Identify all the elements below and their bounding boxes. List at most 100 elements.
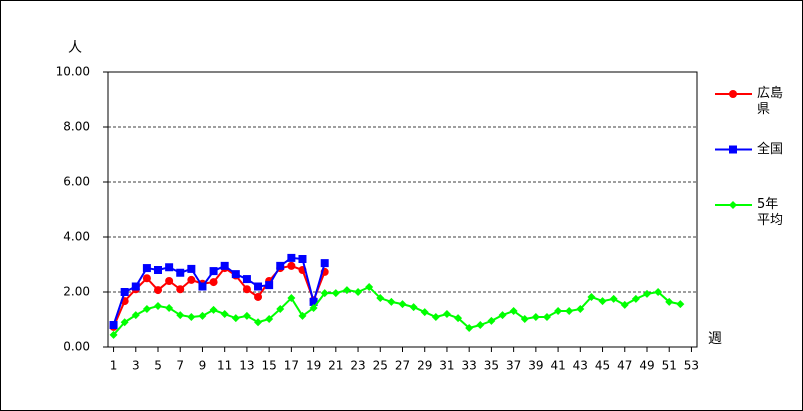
legend-label: 5年平均 [757, 197, 784, 228]
x-tick-label: 5 [154, 359, 162, 373]
marker [276, 261, 285, 270]
x-tick-label: 35 [484, 359, 499, 373]
marker [729, 145, 737, 154]
marker [487, 316, 496, 325]
marker [454, 314, 463, 323]
marker [154, 266, 163, 274]
x-tick-label: 17 [284, 359, 299, 373]
marker [431, 313, 440, 322]
y-tick-label: 10.00 [56, 65, 90, 79]
x-tick-label: 11 [217, 359, 232, 373]
marker [298, 311, 307, 320]
x-tick-label: 53 [684, 359, 699, 373]
y-tick-label: 8.00 [63, 120, 90, 134]
x-tick-label: 23 [350, 359, 365, 373]
x-tick-label: 19 [306, 359, 321, 373]
marker [187, 264, 196, 273]
x-tick-label: 39 [528, 359, 543, 373]
marker [642, 289, 651, 298]
marker [242, 275, 251, 284]
marker [554, 306, 563, 315]
marker [276, 305, 285, 314]
y-tick-label: 2.00 [63, 285, 90, 299]
x-tick-label: 51 [662, 359, 677, 373]
marker [665, 297, 674, 306]
marker [165, 303, 174, 312]
x-tick-label: 47 [617, 359, 632, 373]
x-tick-label: 13 [239, 359, 254, 373]
marker [165, 263, 174, 272]
marker [509, 306, 518, 315]
marker [387, 297, 396, 306]
marker [565, 306, 574, 315]
marker [476, 321, 485, 329]
marker [176, 268, 185, 277]
marker [531, 313, 540, 322]
marker [631, 294, 640, 303]
marker [542, 313, 551, 322]
marker [154, 286, 163, 295]
x-tick-label: 49 [639, 359, 654, 373]
marker [576, 305, 585, 314]
marker [220, 310, 229, 318]
marker [398, 300, 407, 309]
x-tick-label: 3 [132, 359, 140, 373]
marker [331, 289, 340, 298]
marker [198, 282, 207, 291]
marker [287, 261, 296, 270]
x-tick-label: 29 [417, 359, 432, 373]
marker [165, 277, 174, 285]
marker [587, 292, 596, 301]
marker [242, 311, 251, 320]
marker [409, 303, 418, 312]
marker [609, 294, 618, 303]
marker [176, 311, 185, 320]
marker [309, 303, 318, 312]
marker [498, 311, 507, 320]
marker [376, 294, 385, 303]
marker [231, 270, 240, 279]
marker [342, 286, 351, 295]
marker [420, 308, 429, 317]
marker [176, 285, 185, 294]
marker [120, 318, 129, 327]
marker [309, 297, 318, 306]
marker [729, 90, 737, 98]
series-line [112, 285, 681, 336]
x-tick-label: 37 [506, 359, 521, 373]
marker [620, 300, 629, 309]
marker [209, 305, 218, 314]
marker [231, 314, 240, 323]
x-axis-label: 週 [708, 331, 722, 347]
y-tick-label: 0.00 [63, 340, 90, 354]
marker [254, 292, 263, 301]
x-tick-label: 25 [373, 359, 388, 373]
marker [198, 311, 207, 320]
marker [120, 288, 129, 296]
marker [142, 264, 151, 273]
marker [320, 289, 329, 298]
x-tick-label: 31 [439, 359, 454, 373]
x-tick-label: 45 [595, 359, 610, 373]
marker [520, 314, 529, 323]
marker [354, 288, 363, 296]
marker [265, 281, 274, 290]
x-tick-label: 41 [550, 359, 565, 373]
marker [131, 282, 140, 291]
marker [209, 267, 218, 276]
marker [109, 321, 118, 329]
x-tick-label: 15 [262, 359, 277, 373]
marker [209, 278, 218, 287]
x-tick-label: 33 [462, 359, 477, 373]
marker [465, 324, 474, 333]
marker [187, 275, 196, 284]
marker [654, 288, 663, 296]
x-tick-label: 1 [110, 359, 118, 373]
marker [142, 305, 151, 314]
legend-label: 広島県 [757, 86, 784, 117]
marker [320, 259, 329, 268]
x-tick-label: 9 [199, 359, 207, 373]
marker [729, 201, 737, 209]
